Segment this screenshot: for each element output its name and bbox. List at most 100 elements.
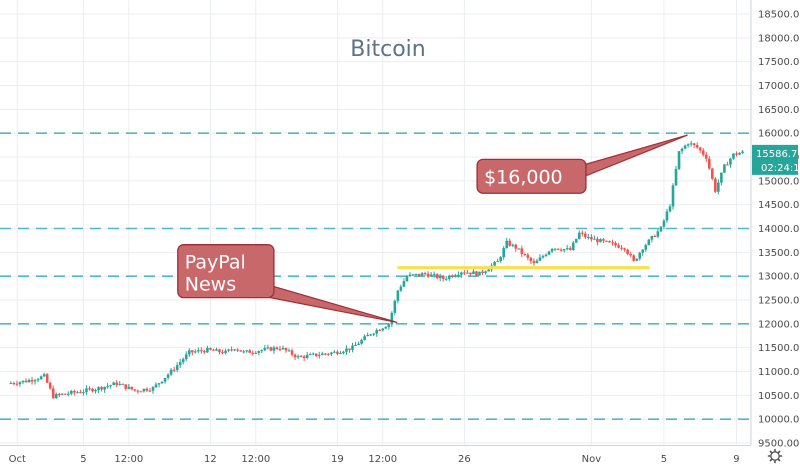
time-axis[interactable]: Oct 5 12:00 12 12:00 19 12:00 26 Nov 5 9 bbox=[9, 454, 740, 465]
candle-body bbox=[305, 354, 309, 358]
price-tick-label: 14500.00 bbox=[758, 200, 800, 211]
gear-icon-teeth bbox=[767, 448, 783, 464]
candle-body bbox=[233, 349, 236, 351]
candle-body bbox=[154, 384, 158, 388]
candle-body bbox=[85, 388, 88, 392]
candle-body bbox=[454, 275, 457, 277]
candle-body bbox=[559, 249, 563, 251]
candle-body bbox=[478, 271, 481, 276]
candle-body bbox=[405, 276, 409, 282]
callout-text: News bbox=[185, 274, 236, 296]
price-axis[interactable]: 18500.00 18000.00 17500.00 17000.00 16500.00… bbox=[758, 10, 800, 450]
candle-body bbox=[45, 374, 49, 383]
candle-body bbox=[354, 344, 357, 346]
candle-body bbox=[384, 327, 388, 329]
candle-body bbox=[623, 248, 626, 250]
candle-body bbox=[142, 388, 146, 392]
price-tick-label: 11000.00 bbox=[758, 367, 800, 378]
candle-body bbox=[272, 347, 276, 351]
candle-body bbox=[590, 236, 593, 240]
candle-body bbox=[169, 369, 173, 375]
candle-body bbox=[12, 383, 16, 385]
candle-body bbox=[641, 249, 645, 253]
candle-body bbox=[541, 256, 545, 258]
candle-body bbox=[224, 350, 227, 354]
candle-body bbox=[184, 354, 188, 360]
gear-icon[interactable] bbox=[767, 448, 783, 464]
callout-text: $16,000 bbox=[484, 166, 563, 188]
candle-body bbox=[505, 240, 509, 249]
candle-body bbox=[532, 261, 536, 264]
candle-body bbox=[689, 143, 693, 145]
candle-body bbox=[411, 274, 415, 276]
candle-body bbox=[626, 249, 629, 254]
candle-body bbox=[324, 353, 327, 355]
price-tick-label: 17000.00 bbox=[758, 81, 800, 92]
price-tick-label: 11500.00 bbox=[758, 343, 800, 354]
candle-body bbox=[278, 349, 282, 351]
candle-body bbox=[284, 348, 288, 351]
candle-body bbox=[293, 354, 297, 358]
candle-body bbox=[496, 261, 499, 263]
candle-body bbox=[432, 274, 436, 276]
candle-body bbox=[602, 239, 605, 241]
candle-body bbox=[571, 242, 575, 250]
candle-body bbox=[402, 281, 406, 287]
time-tick-label: Nov bbox=[582, 454, 602, 465]
candle-body bbox=[118, 383, 122, 385]
candle-body bbox=[190, 350, 194, 353]
candle-body bbox=[103, 386, 106, 390]
candle-body bbox=[650, 236, 654, 240]
time-tick-label: 12:00 bbox=[368, 454, 397, 465]
candle-body bbox=[520, 248, 524, 254]
candle-body bbox=[227, 349, 230, 351]
candle-body bbox=[296, 356, 300, 358]
time-tick-label: 5 bbox=[80, 454, 86, 465]
candle-body bbox=[653, 236, 657, 238]
price-tick-label: 13000.00 bbox=[758, 272, 800, 283]
candle-body bbox=[644, 245, 648, 250]
candle-body bbox=[550, 248, 554, 252]
candle-body bbox=[251, 352, 255, 354]
candle-body bbox=[339, 352, 342, 354]
candle-body bbox=[562, 249, 566, 251]
candle-body bbox=[221, 352, 224, 354]
candle-body bbox=[714, 178, 717, 192]
candle-body bbox=[487, 269, 490, 272]
candle-body bbox=[720, 172, 723, 183]
candle-body bbox=[677, 151, 681, 169]
candle-body bbox=[242, 351, 245, 353]
candle-body bbox=[671, 185, 675, 207]
candle-body bbox=[308, 354, 312, 356]
candle-body bbox=[665, 211, 669, 221]
candle-body bbox=[263, 347, 267, 351]
candle-body bbox=[680, 148, 684, 152]
callout-0: $16,000 bbox=[476, 134, 688, 194]
time-tick-label: 9 bbox=[733, 454, 739, 465]
candle-body bbox=[574, 238, 578, 243]
candle-body bbox=[260, 350, 264, 352]
price-tick-label: 15000.00 bbox=[758, 176, 800, 187]
candle-body bbox=[668, 206, 672, 212]
candle-body bbox=[375, 330, 379, 334]
candle-body bbox=[441, 276, 445, 279]
price-tick-label: 17500.00 bbox=[758, 57, 800, 68]
candle-body bbox=[245, 350, 249, 352]
candle-body bbox=[707, 158, 711, 169]
candle-body bbox=[106, 385, 109, 387]
candle-body bbox=[336, 351, 339, 354]
candle-body bbox=[360, 339, 363, 344]
candle-body bbox=[357, 343, 360, 345]
candle-body bbox=[686, 144, 690, 146]
candle-body bbox=[466, 272, 469, 274]
candle-body bbox=[212, 349, 215, 351]
candle-body bbox=[704, 154, 708, 159]
candle-body bbox=[372, 333, 375, 335]
price-tick-label: 12000.00 bbox=[758, 319, 800, 330]
candle-body bbox=[187, 350, 191, 355]
candle-body bbox=[726, 164, 729, 166]
candle-body bbox=[529, 257, 533, 262]
candle-body bbox=[565, 248, 569, 250]
